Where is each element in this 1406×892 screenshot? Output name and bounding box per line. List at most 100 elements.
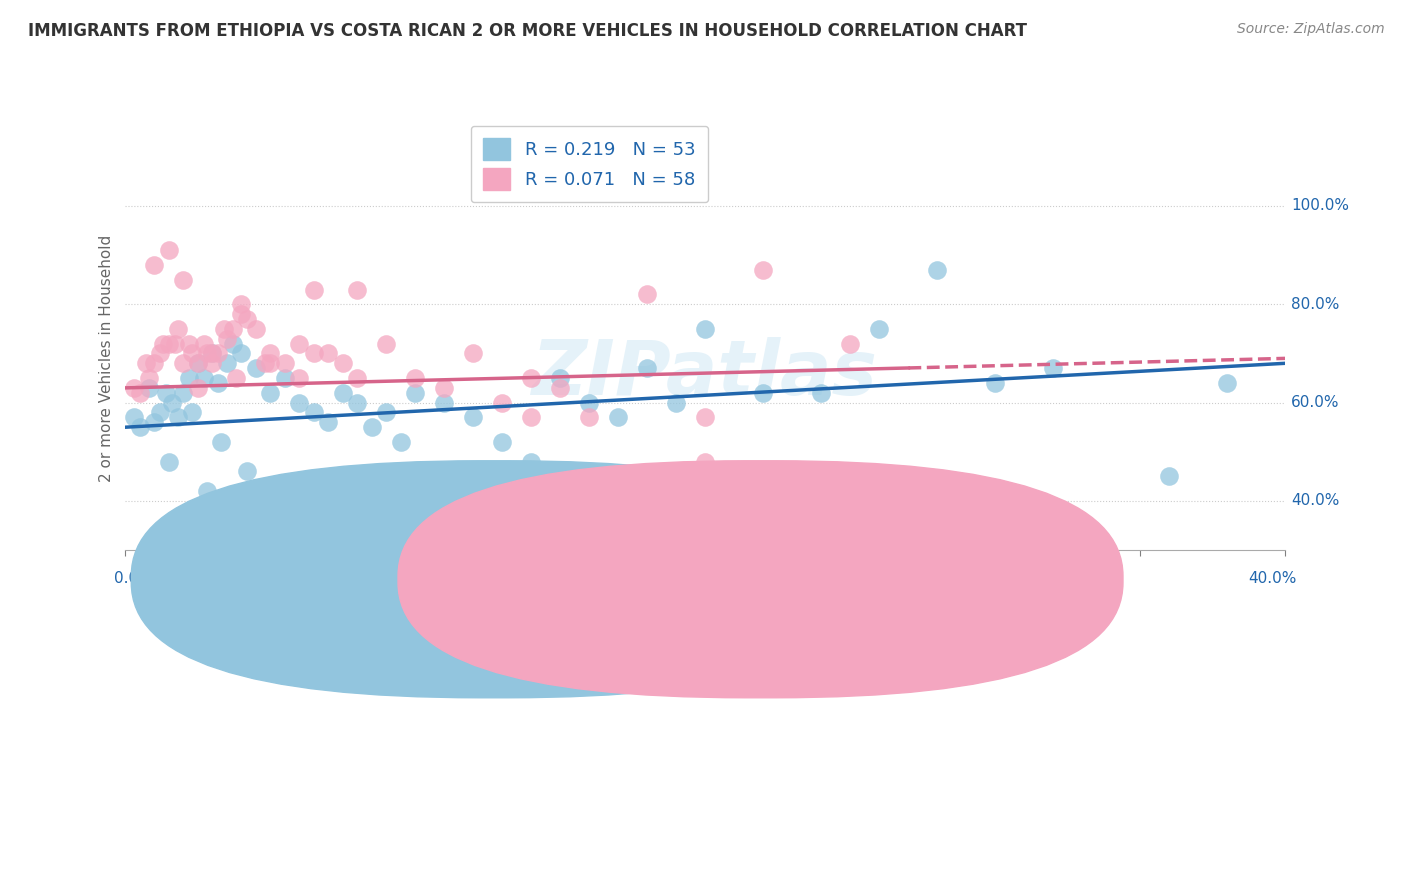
Y-axis label: 2 or more Vehicles in Household: 2 or more Vehicles in Household — [100, 235, 114, 482]
Point — [463, 410, 485, 425]
Point — [157, 336, 180, 351]
Point — [201, 356, 224, 370]
Point — [122, 410, 145, 425]
FancyBboxPatch shape — [131, 461, 856, 698]
Point — [152, 336, 174, 351]
Point — [231, 307, 253, 321]
Point — [361, 420, 384, 434]
Point — [550, 381, 572, 395]
Point — [138, 381, 160, 395]
Point — [149, 346, 172, 360]
Point — [187, 356, 209, 370]
Text: Costa Ricans: Costa Ricans — [772, 577, 870, 592]
Point — [225, 371, 247, 385]
Point — [181, 346, 204, 360]
Point — [302, 405, 325, 419]
Point — [839, 336, 862, 351]
Point — [143, 356, 166, 370]
Text: 60.0%: 60.0% — [1291, 395, 1340, 410]
Point — [195, 346, 218, 360]
Point — [665, 395, 688, 409]
Point — [346, 283, 368, 297]
Point — [149, 405, 172, 419]
Point — [274, 371, 297, 385]
Point — [332, 356, 354, 370]
Text: 0.0%: 0.0% — [114, 571, 153, 586]
Point — [157, 243, 180, 257]
Point — [172, 273, 194, 287]
Point — [695, 455, 717, 469]
Point — [163, 336, 186, 351]
Point — [143, 415, 166, 429]
Point — [607, 410, 630, 425]
Text: 100.0%: 100.0% — [1291, 198, 1350, 213]
Point — [245, 361, 267, 376]
Point — [207, 376, 229, 390]
Point — [155, 385, 177, 400]
Text: Source: ZipAtlas.com: Source: ZipAtlas.com — [1237, 22, 1385, 37]
Point — [318, 415, 340, 429]
Point — [222, 336, 245, 351]
Point — [259, 385, 281, 400]
Point — [520, 371, 543, 385]
Point — [236, 465, 259, 479]
Point — [172, 356, 194, 370]
Point — [201, 346, 224, 360]
Point — [810, 385, 832, 400]
Legend: R = 0.219   N = 53, R = 0.071   N = 58: R = 0.219 N = 53, R = 0.071 N = 58 — [471, 126, 709, 202]
Point — [231, 346, 253, 360]
Point — [259, 479, 281, 493]
Point — [288, 336, 311, 351]
Point — [302, 283, 325, 297]
FancyBboxPatch shape — [398, 461, 1123, 698]
Text: IMMIGRANTS FROM ETHIOPIA VS COSTA RICAN 2 OR MORE VEHICLES IN HOUSEHOLD CORRELAT: IMMIGRANTS FROM ETHIOPIA VS COSTA RICAN … — [28, 22, 1028, 40]
Point — [259, 356, 281, 370]
Point — [520, 455, 543, 469]
Point — [636, 361, 658, 376]
Text: ZIPatlas: ZIPatlas — [533, 336, 879, 410]
Point — [138, 371, 160, 385]
Text: 80.0%: 80.0% — [1291, 297, 1340, 312]
Point — [209, 434, 232, 449]
Text: Immigrants from Ethiopia: Immigrants from Ethiopia — [481, 577, 675, 592]
Point — [157, 455, 180, 469]
Point — [578, 395, 600, 409]
Point — [179, 371, 201, 385]
Point — [193, 371, 215, 385]
Point — [179, 336, 201, 351]
Point — [404, 385, 426, 400]
Point — [288, 371, 311, 385]
Point — [491, 395, 513, 409]
Point — [122, 381, 145, 395]
Point — [236, 312, 259, 326]
Point — [201, 346, 224, 360]
Point — [1159, 469, 1181, 483]
Point — [389, 434, 412, 449]
Point — [166, 410, 188, 425]
Point — [695, 410, 717, 425]
Point — [259, 346, 281, 360]
Point — [193, 336, 215, 351]
Point — [332, 385, 354, 400]
Point — [187, 381, 209, 395]
Point — [404, 371, 426, 385]
Point — [215, 356, 238, 370]
Point — [550, 371, 572, 385]
Point — [172, 385, 194, 400]
Point — [491, 434, 513, 449]
Point — [245, 322, 267, 336]
Point — [143, 258, 166, 272]
Point — [253, 356, 276, 370]
Point — [636, 287, 658, 301]
Point — [463, 346, 485, 360]
Point — [195, 484, 218, 499]
Text: 40.0%: 40.0% — [1291, 493, 1340, 508]
Point — [433, 395, 456, 409]
Point — [1216, 376, 1239, 390]
Point — [984, 376, 1007, 390]
Point — [375, 336, 398, 351]
Point — [752, 385, 775, 400]
Point — [160, 395, 183, 409]
Point — [166, 322, 188, 336]
Point — [433, 381, 456, 395]
